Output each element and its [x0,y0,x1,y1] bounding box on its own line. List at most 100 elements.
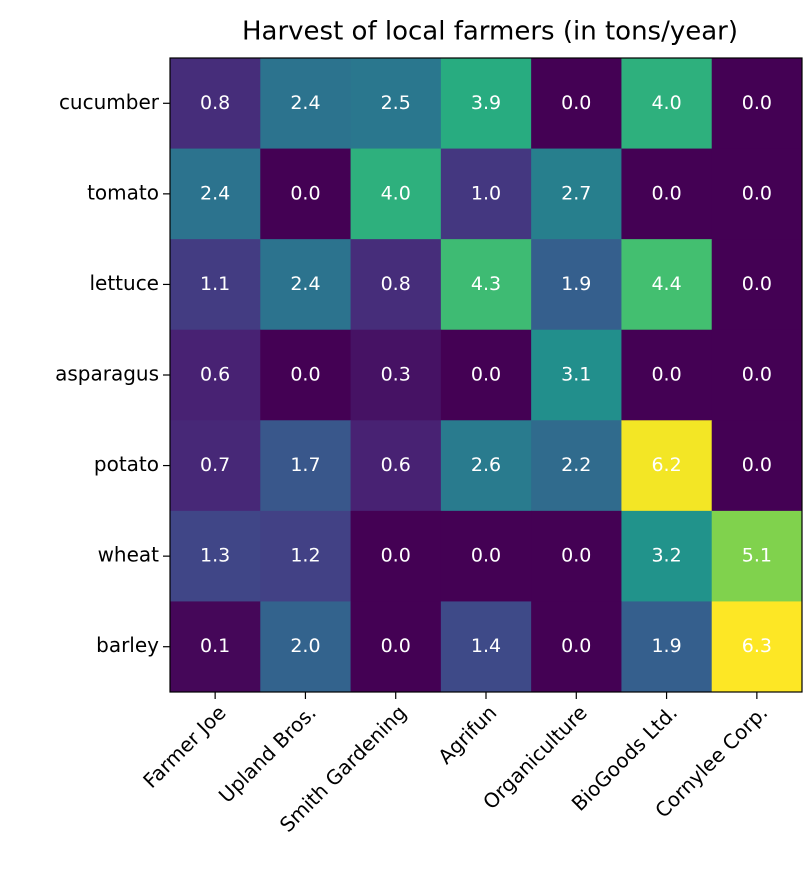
heatmap-cell [440,420,532,512]
cell-label: 1.4 [471,635,501,657]
y-tick-label: asparagus [55,362,159,386]
heatmap-cell [531,148,622,240]
heatmap-cell [531,58,622,150]
y-tick-label: tomato [87,180,159,204]
cell-label: 1.9 [561,273,591,295]
heatmap-cell [170,239,261,331]
heatmap-cell [711,148,803,240]
heatmap-cell [350,58,442,150]
heatmap-cell [170,420,261,512]
cell-label: 0.0 [742,364,772,386]
cell-label: 0.0 [742,92,772,114]
heatmap-cell [350,239,442,331]
y-tick-label: cucumber [59,90,160,114]
heatmap-cell [621,510,713,602]
cell-label: 0.0 [471,545,501,567]
cell-label: 1.1 [200,273,230,295]
x-tick-label: Agrifun [433,700,501,768]
heatmap-cell [350,420,442,512]
heatmap-cell [260,510,352,602]
heatmap-cell [621,420,713,512]
heatmap-cell [440,510,532,602]
cell-label: 0.0 [651,364,681,386]
heatmap-cell [440,58,532,150]
heatmap-cell [260,239,352,331]
cell-label: 4.0 [651,92,681,114]
heatmap-cell [531,239,622,331]
heatmap-cell [350,329,442,421]
y-tick-label: potato [94,452,159,476]
heatmap-cell [711,420,803,512]
heatmap-cell [440,239,532,331]
heatmap-cell [711,239,803,331]
cell-label: 2.2 [561,454,591,476]
heatmap-cell [711,58,803,150]
heatmap-cell [440,329,532,421]
heatmap-cell [621,239,713,331]
y-tick-label: barley [96,633,159,657]
heatmap-cell [170,148,261,240]
heatmap-cell [440,148,532,240]
y-tick-label: lettuce [89,271,159,295]
cell-label: 1.2 [290,545,320,567]
cell-label: 2.4 [200,182,230,204]
cell-label: 4.0 [381,182,411,204]
cell-label: 2.7 [561,182,591,204]
heatmap-cell [260,58,352,150]
cell-label: 1.7 [290,454,320,476]
cell-label: 0.8 [200,92,230,114]
cell-label: 2.4 [290,273,320,295]
heatmap-cell [621,329,713,421]
cell-label: 0.6 [200,364,230,386]
cell-label: 2.0 [290,635,320,657]
heatmap-cell [531,329,622,421]
cell-label: 0.1 [200,635,230,657]
cell-label: 1.9 [651,635,681,657]
heatmap-cell [711,329,803,421]
heatmap-cell [170,510,261,602]
heatmap-cell [711,601,803,693]
heatmap-cell [440,601,532,693]
chart-title: Harvest of local farmers (in tons/year) [242,17,738,47]
heatmap-cell [621,601,713,693]
cell-label: 0.6 [381,454,411,476]
cell-label: 0.0 [561,545,591,567]
cell-label: 0.0 [742,182,772,204]
cell-label: 0.0 [651,182,681,204]
heatmap-cell [531,601,622,693]
y-tick-label: wheat [98,543,160,567]
heatmap-cell [711,510,803,602]
cell-label: 0.0 [471,364,501,386]
cell-label: 2.5 [381,92,411,114]
cell-label: 0.0 [290,364,320,386]
cell-label: 6.2 [651,454,681,476]
cell-label: 5.1 [742,545,772,567]
cell-label: 0.7 [200,454,230,476]
cell-label: 0.0 [290,182,320,204]
heatmap-cell [260,601,352,693]
heatmap-cell [260,420,352,512]
cell-label: 0.0 [381,545,411,567]
cell-label: 2.4 [290,92,320,114]
heatmap-cell [531,510,622,602]
heatmap-cell [350,601,442,693]
cell-label: 0.0 [561,635,591,657]
heatmap-cell [170,58,261,150]
heatmap-cell [531,420,622,512]
heatmap-cell [621,58,713,150]
cell-label: 2.6 [471,454,501,476]
cell-label: 3.2 [651,545,681,567]
cell-label: 4.3 [471,273,501,295]
cell-label: 0.0 [381,635,411,657]
cell-label: 3.1 [561,364,591,386]
cell-label: 3.9 [471,92,501,114]
cell-label: 0.0 [742,454,772,476]
cell-label: 0.0 [742,273,772,295]
cell-label: 0.0 [561,92,591,114]
cell-label: 1.3 [200,545,230,567]
heatmap-cell [350,148,442,240]
heatmap-cell [621,148,713,240]
cell-label: 6.3 [742,635,772,657]
heatmap-cell [260,329,352,421]
